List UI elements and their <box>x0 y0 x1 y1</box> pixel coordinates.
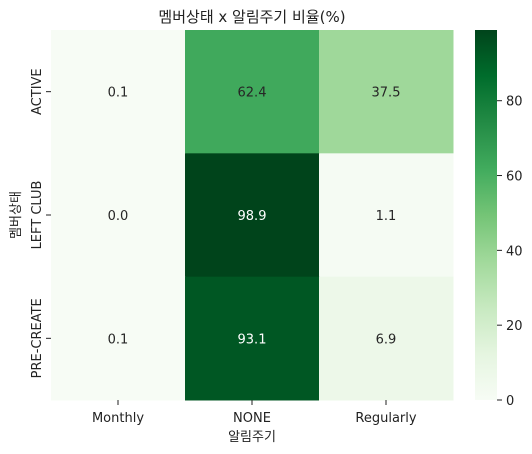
x-tick-label: Regularly <box>355 411 416 426</box>
y-axis-label: 멤버상태 <box>9 191 24 239</box>
heatmap-cell <box>185 153 320 278</box>
x-tick-label: Monthly <box>92 411 144 426</box>
chart-title: 멤버상태 x 알림주기 비율(%) <box>158 8 345 26</box>
cell-value-label: 6.9 <box>376 332 397 347</box>
heatmap-value-labels: 0.1 62.4 37.5 0.0 98.9 1.1 0.1 93.1 6.9 <box>108 86 401 348</box>
colorbar-tick-label: 20 <box>506 319 523 334</box>
y-tick-label: LEFT CLUB <box>30 181 45 250</box>
cell-value-label: 0.1 <box>108 86 129 101</box>
y-tick-label: ACTIVE <box>30 68 45 115</box>
colorbar-tick-label: 40 <box>506 244 523 259</box>
cell-value-label: 0.0 <box>108 209 129 224</box>
heatmap-cell <box>51 30 186 154</box>
heatmap-cell <box>319 276 454 401</box>
y-tick-label: PRE-CREATE <box>30 298 45 378</box>
heatmap-cell <box>319 30 454 154</box>
x-axis-label: 알림주기 <box>228 430 276 445</box>
cell-value-label: 1.1 <box>376 209 397 224</box>
heatmap-cell <box>51 153 186 278</box>
x-axis: Monthly NONE Regularly <box>92 399 417 426</box>
cell-value-label: 98.9 <box>238 209 267 224</box>
colorbar-tick-label: 0 <box>506 394 514 409</box>
heatmap-cell <box>319 153 454 278</box>
x-tick-label: NONE <box>233 411 271 426</box>
colorbar-tick-label: 80 <box>506 95 523 110</box>
y-axis: ACTIVE LEFT CLUB PRE-CREATE <box>30 68 51 378</box>
cell-value-label: 0.1 <box>108 332 129 347</box>
cell-value-label: 93.1 <box>238 332 267 347</box>
cell-value-label: 62.4 <box>238 86 267 101</box>
heatmap-cells <box>51 30 454 401</box>
heatmap-cell <box>51 276 186 401</box>
colorbar-tick-label: 60 <box>506 170 523 185</box>
colorbar <box>475 30 497 400</box>
cell-value-label: 37.5 <box>372 86 401 101</box>
heatmap-cell <box>185 30 320 154</box>
colorbar-axis: 0 20 40 60 80 <box>497 95 523 409</box>
heatmap-cell <box>185 276 320 401</box>
